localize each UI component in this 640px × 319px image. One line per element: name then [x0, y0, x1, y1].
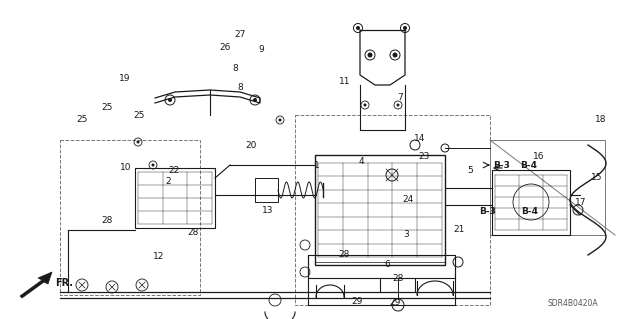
Text: 26: 26: [220, 43, 231, 52]
Text: 3: 3: [404, 230, 409, 239]
Bar: [60, 140, 200, 295]
Text: 5: 5: [468, 166, 473, 175]
Text: 2: 2: [165, 177, 170, 186]
Text: 28: 28: [339, 250, 350, 259]
Text: 18: 18: [595, 115, 606, 124]
Circle shape: [397, 103, 399, 107]
Text: 7: 7: [397, 93, 403, 102]
Text: 8: 8: [237, 83, 243, 92]
Bar: [308, 255, 455, 278]
Bar: [490, 140, 605, 235]
Text: 12: 12: [153, 252, 164, 261]
Text: 28: 28: [392, 274, 404, 283]
Bar: [315, 155, 445, 265]
Text: 15: 15: [591, 173, 602, 182]
Text: 25: 25: [134, 111, 145, 120]
Text: 25: 25: [102, 103, 113, 112]
Text: 23: 23: [418, 152, 429, 161]
Circle shape: [136, 140, 140, 144]
Text: 21: 21: [454, 225, 465, 234]
Text: 22: 22: [168, 166, 180, 175]
Text: 13: 13: [262, 206, 273, 215]
Text: 28: 28: [188, 228, 199, 237]
Circle shape: [364, 103, 367, 107]
Text: 11: 11: [339, 77, 350, 86]
Bar: [295, 115, 490, 305]
Bar: [492, 170, 570, 235]
Text: B-3: B-3: [479, 207, 496, 216]
Text: 20: 20: [245, 141, 257, 150]
Text: 27: 27: [234, 30, 246, 39]
Text: 19: 19: [119, 74, 131, 83]
Text: B-3: B-3: [493, 161, 510, 170]
Text: 9: 9: [259, 45, 264, 54]
Circle shape: [403, 26, 407, 30]
Circle shape: [152, 164, 154, 167]
Text: 16: 16: [533, 152, 545, 161]
Circle shape: [278, 118, 282, 122]
Circle shape: [367, 53, 372, 57]
Text: FR.: FR.: [55, 278, 73, 288]
Text: 1: 1: [314, 161, 319, 170]
Text: 24: 24: [403, 195, 414, 204]
Text: 4: 4: [359, 157, 364, 166]
Text: B-4: B-4: [522, 207, 538, 216]
Text: 25: 25: [76, 115, 88, 124]
Text: 29: 29: [390, 298, 401, 307]
Text: 14: 14: [413, 134, 425, 143]
Circle shape: [253, 98, 257, 102]
Text: 29: 29: [351, 297, 363, 306]
Bar: [135, 168, 215, 228]
Text: 28: 28: [102, 216, 113, 225]
Text: B-4: B-4: [520, 161, 537, 170]
Polygon shape: [20, 272, 52, 298]
Text: 10: 10: [120, 163, 132, 172]
Text: 17: 17: [575, 198, 587, 207]
Circle shape: [168, 98, 172, 102]
Text: SDR4B0420A: SDR4B0420A: [547, 299, 598, 308]
Text: 8: 8: [233, 64, 238, 73]
Circle shape: [356, 26, 360, 30]
Circle shape: [392, 53, 397, 57]
Bar: [255, 178, 278, 202]
Text: 6: 6: [385, 260, 390, 269]
